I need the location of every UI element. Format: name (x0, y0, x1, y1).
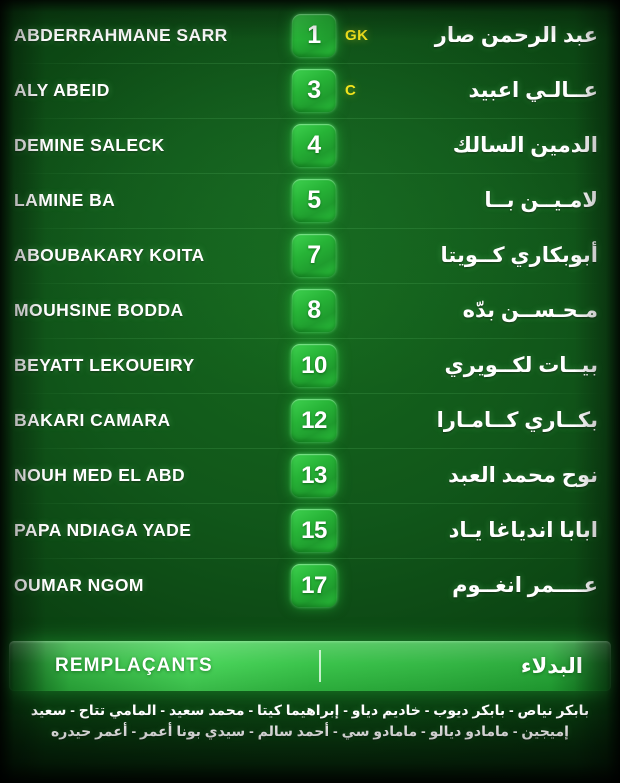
player-name-arabic: لامـيــن بــا (484, 189, 598, 212)
player-number: 7 (307, 241, 321, 269)
player-number: 10 (301, 351, 327, 379)
starting-lineup-list: ABDERRAHMANE SARR 1 GK عبد الرحمن صار AL… (0, 8, 620, 613)
player-name-latin: ALY ABEID (14, 80, 110, 100)
player-name-latin: ABDERRAHMANE SARR (14, 25, 228, 45)
player-row[interactable]: MOUHSINE BODDA 8 مـحـســن بدّه (0, 283, 620, 338)
player-row[interactable]: ABDERRAHMANE SARR 1 GK عبد الرحمن صار (0, 8, 620, 63)
player-number-badge: 7 (292, 234, 336, 277)
player-number-badge: 17 (291, 564, 337, 607)
player-row[interactable]: ALY ABEID 3 C عــالـي اعبيد (0, 63, 620, 118)
player-number: 3 (307, 76, 321, 104)
player-number: 4 (307, 131, 321, 159)
player-row[interactable]: BEYATT LEKOUEIRY 10 بيــات لكــويري (0, 338, 620, 393)
player-name-latin: ABOUBAKARY KOITA (14, 245, 205, 265)
substitutes-label-latin: REMPLAÇANTS (55, 655, 213, 676)
player-name-latin: BEYATT LEKOUEIRY (14, 355, 195, 375)
substitutes-names-list: بابكر نياص - بابكر ديوب - خاديم دياو - إ… (12, 700, 608, 742)
player-name-arabic: نوح محمد العبد (448, 464, 598, 487)
player-name-latin: NOUH MED EL ABD (14, 465, 186, 485)
player-name-arabic: مـحـســن بدّه (462, 299, 598, 322)
player-name-arabic: أبوبكاري كــويتا (440, 244, 598, 267)
substitutes-line: بابكر نياص - بابكر ديوب - خاديم دياو - إ… (30, 702, 590, 718)
player-name-latin: PAPA NDIAGA YADE (14, 520, 192, 540)
player-number: 1 (307, 21, 321, 49)
player-name-arabic: ابابا اندياغا يـاد (448, 519, 598, 542)
substitutes-banner: REMPLAÇANTS البدلاء (9, 641, 611, 691)
player-row[interactable]: LAMINE BA 5 لامـيــن بــا (0, 173, 620, 228)
player-number: 5 (307, 186, 321, 214)
player-number: 12 (301, 406, 327, 434)
player-row[interactable]: DEMINE SALECK 4 الدمين السالك (0, 118, 620, 173)
player-number-badge: 5 (292, 179, 336, 222)
player-number-badge: 3 (292, 69, 336, 112)
player-row[interactable]: NOUH MED EL ABD 13 نوح محمد العبد (0, 448, 620, 503)
player-row[interactable]: ABOUBAKARY KOITA 7 أبوبكاري كــويتا (0, 228, 620, 283)
player-number-badge: 10 (291, 344, 337, 387)
player-name-arabic: الدمين السالك (452, 134, 598, 157)
player-row[interactable]: OUMAR NGOM 17 عــــمر انغــوم (0, 558, 620, 613)
player-number-badge: 1 (292, 14, 336, 57)
banner-divider (319, 650, 321, 682)
player-number: 8 (307, 296, 321, 324)
player-name-arabic: عــالـي اعبيد (468, 79, 598, 102)
player-name-latin: OUMAR NGOM (14, 575, 144, 595)
player-number-badge: 12 (291, 399, 337, 442)
player-number-badge: 8 (292, 289, 336, 332)
player-name-arabic: بكــاري كــامـارا (436, 409, 598, 432)
player-name-arabic: عبد الرحمن صار (434, 24, 598, 47)
substitutes-line: إميجين - مامادو ديالو - مامادو سي - أحمد… (51, 723, 569, 739)
player-name-latin: DEMINE SALECK (14, 135, 165, 155)
player-row[interactable]: PAPA NDIAGA YADE 15 ابابا اندياغا يـاد (0, 503, 620, 558)
player-name-latin: LAMINE BA (14, 190, 116, 210)
substitutes-label-arabic: البدلاء (520, 654, 583, 678)
player-name-latin: BAKARI CAMARA (14, 410, 171, 430)
player-role-label: C (345, 82, 357, 99)
player-name-arabic: بيــات لكــويري (444, 354, 598, 377)
player-role-label: GK (345, 27, 369, 44)
player-number-badge: 13 (291, 454, 337, 497)
player-number-badge: 4 (292, 124, 336, 167)
player-number: 13 (301, 461, 327, 489)
player-name-arabic: عــــمر انغــوم (452, 574, 598, 597)
player-name-latin: MOUHSINE BODDA (14, 300, 184, 320)
player-number: 17 (301, 571, 327, 599)
player-number-badge: 15 (291, 509, 337, 552)
player-number: 15 (301, 516, 327, 544)
player-row[interactable]: BAKARI CAMARA 12 بكــاري كــامـارا (0, 393, 620, 448)
